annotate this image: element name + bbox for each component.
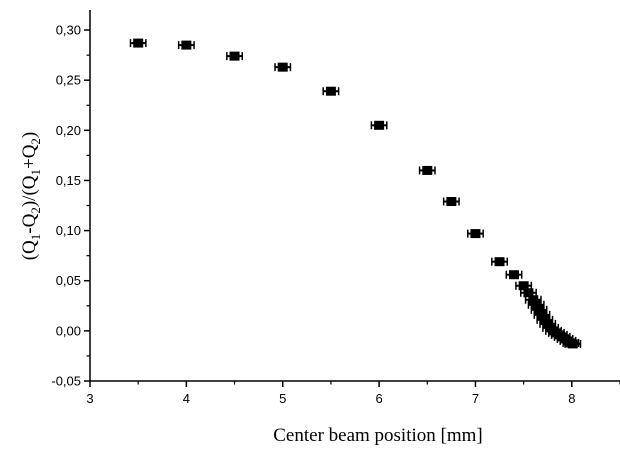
data-point [531, 300, 542, 310]
y-title-subscript: 1 [28, 169, 43, 176]
y-axis-ticks: -0,05 0,00 0,05 0,10 0,15 0,20 0,25 0,30 [51, 23, 90, 389]
x-tick-label: 3 [86, 391, 93, 406]
y-tick-label: -0,05 [51, 374, 81, 389]
data-point [422, 165, 433, 175]
data-points [129, 38, 582, 349]
y-tick-label: 0,30 [56, 23, 81, 38]
data-point [446, 197, 457, 207]
y-tick-label: 0,25 [56, 73, 81, 88]
data-point [509, 270, 519, 280]
y-tick-label: 0,00 [56, 323, 81, 338]
y-tick-label: 0,05 [56, 273, 81, 288]
y-title-part: )/(Q [19, 175, 40, 207]
y-title-part: -Q [19, 213, 40, 233]
data-point [325, 86, 336, 96]
data-point [567, 339, 578, 349]
y-tick-label: 0,10 [56, 223, 81, 238]
data-point [528, 295, 539, 305]
x-tick-label: 6 [375, 391, 382, 406]
y-axis-title: (Q1-Q2)/(Q1+Q2) [19, 132, 43, 261]
data-point [133, 38, 144, 48]
y-title-subscript: 2 [28, 207, 43, 214]
x-tick-label: 8 [568, 391, 575, 406]
y-title-part: +Q [19, 144, 40, 169]
data-point [277, 62, 288, 72]
plot-area [89, 10, 620, 382]
data-point [229, 51, 240, 61]
data-point [534, 305, 545, 315]
x-axis-ticks: 3 4 5 6 7 8 [86, 381, 620, 406]
data-point [518, 281, 529, 291]
y-title-part: ) [19, 132, 40, 138]
data-point [374, 120, 385, 130]
y-title-subscript: 2 [28, 138, 43, 145]
data-point [470, 229, 481, 239]
x-tick-label: 5 [279, 391, 286, 406]
y-title-subscript: 1 [28, 234, 43, 241]
x-axis-title: Center beam position [mm] [273, 425, 482, 446]
y-tick-label: 0,15 [56, 173, 81, 188]
y-title-part: (Q [19, 240, 40, 260]
data-point [494, 257, 505, 267]
data-point [523, 288, 534, 298]
x-tick-label: 4 [183, 391, 190, 406]
data-point [181, 40, 192, 50]
x-tick-label: 7 [472, 391, 479, 406]
data-point [536, 310, 547, 320]
y-tick-label: 0,20 [56, 123, 81, 138]
